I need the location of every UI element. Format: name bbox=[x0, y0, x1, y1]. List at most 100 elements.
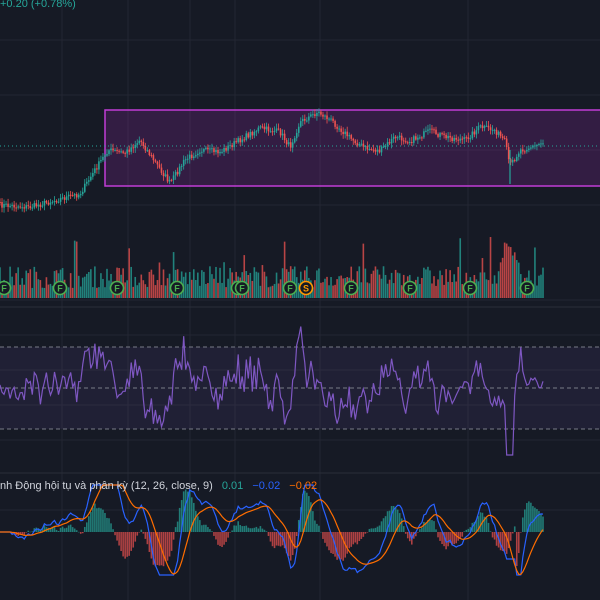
volume-bar bbox=[534, 247, 536, 298]
volume-bar bbox=[320, 282, 322, 298]
range-rectangle bbox=[104, 109, 600, 187]
macd-hist-bar bbox=[37, 528, 40, 532]
candle bbox=[128, 145, 130, 155]
volume-bar bbox=[281, 268, 284, 298]
candle-body bbox=[471, 131, 474, 139]
macd-hist-bar bbox=[437, 532, 439, 538]
candle-body bbox=[170, 179, 173, 181]
candle-body bbox=[275, 128, 278, 131]
volume-bar bbox=[21, 278, 24, 298]
volume-bar bbox=[443, 284, 445, 298]
candle-body bbox=[362, 143, 365, 147]
macd-hist-bar bbox=[382, 518, 385, 532]
macd-hist-bar bbox=[116, 532, 118, 541]
candle-body bbox=[370, 149, 373, 151]
candle-body bbox=[182, 159, 185, 166]
volume-bar bbox=[146, 286, 149, 298]
candle-body bbox=[235, 141, 237, 143]
earnings-event-badge: F bbox=[519, 280, 535, 296]
volume-bar bbox=[370, 273, 373, 298]
candle-body bbox=[71, 195, 74, 197]
candle bbox=[475, 126, 478, 139]
candle-body bbox=[116, 149, 118, 151]
volume-bar bbox=[154, 285, 157, 298]
macd-hist-bar bbox=[29, 531, 32, 533]
macd-hist-bar bbox=[362, 532, 365, 537]
candle-body bbox=[201, 151, 203, 153]
macd-hist-bar bbox=[328, 532, 330, 551]
volume-bar bbox=[271, 285, 274, 298]
earnings-event-badge: F bbox=[402, 280, 418, 296]
volume-bar bbox=[13, 285, 15, 298]
candle-body bbox=[81, 191, 84, 195]
candle bbox=[140, 139, 143, 146]
macd-hist-bar bbox=[63, 528, 66, 532]
volume-bar bbox=[199, 285, 201, 298]
candle-body bbox=[41, 205, 44, 207]
volume-bar bbox=[328, 285, 330, 298]
candle bbox=[348, 132, 351, 140]
candle-body bbox=[13, 204, 15, 208]
macd-hist-bar bbox=[421, 527, 423, 532]
macd-hist-bar bbox=[269, 532, 272, 542]
candle bbox=[85, 177, 88, 187]
macd-signal-value: −0.02 bbox=[289, 480, 318, 492]
candle-body bbox=[100, 160, 102, 162]
volume-bar bbox=[491, 283, 494, 298]
macd-hist-bar bbox=[513, 526, 516, 532]
candle-body bbox=[267, 126, 270, 132]
candle bbox=[249, 129, 252, 140]
candle-body bbox=[402, 140, 405, 142]
candle-body bbox=[384, 146, 387, 148]
macd-hist-bar bbox=[287, 532, 290, 557]
volume-bar bbox=[168, 273, 171, 298]
candle bbox=[295, 128, 298, 142]
volume-bar bbox=[425, 269, 427, 298]
candle-body bbox=[29, 206, 32, 209]
candle bbox=[203, 147, 205, 154]
candle bbox=[479, 124, 482, 129]
candle bbox=[415, 133, 417, 141]
candle bbox=[493, 128, 496, 134]
macd-hist-bar bbox=[530, 502, 532, 532]
candle-body bbox=[249, 131, 252, 138]
candle bbox=[402, 137, 405, 145]
macd-hist-bar bbox=[51, 526, 54, 532]
volume-bar bbox=[27, 273, 30, 298]
candle-body bbox=[526, 149, 528, 152]
volume-bar bbox=[455, 281, 458, 298]
candle bbox=[231, 142, 233, 151]
macd-hist-bar bbox=[350, 532, 353, 547]
macd-hist-bar bbox=[140, 529, 143, 532]
macd-hist-bar bbox=[225, 532, 227, 542]
candle-body bbox=[245, 133, 248, 140]
macd-hist-bar bbox=[536, 509, 538, 532]
candle bbox=[392, 133, 395, 143]
candle bbox=[534, 141, 536, 150]
candle-body bbox=[372, 149, 375, 151]
candle-body bbox=[536, 145, 538, 147]
volume-bar bbox=[88, 272, 90, 298]
volume-bar bbox=[92, 287, 94, 298]
badge-circle bbox=[52, 280, 68, 296]
candle bbox=[154, 158, 157, 163]
volume-bar bbox=[501, 257, 504, 298]
candle bbox=[491, 125, 494, 135]
volume-bar bbox=[374, 266, 377, 298]
volume-bar bbox=[9, 266, 11, 298]
candle bbox=[328, 117, 330, 122]
volume-bar bbox=[378, 274, 381, 298]
volume-bar bbox=[35, 271, 38, 298]
candle bbox=[308, 112, 310, 124]
candle bbox=[110, 143, 112, 155]
macd-hist-bar bbox=[67, 525, 70, 532]
macd-hist-bar bbox=[473, 521, 476, 532]
candle bbox=[314, 109, 316, 119]
candle bbox=[19, 202, 21, 209]
candle-body bbox=[83, 183, 86, 192]
macd-hist-bar bbox=[427, 520, 429, 532]
candle-body bbox=[132, 147, 135, 149]
macd-hist-bar bbox=[178, 507, 181, 532]
